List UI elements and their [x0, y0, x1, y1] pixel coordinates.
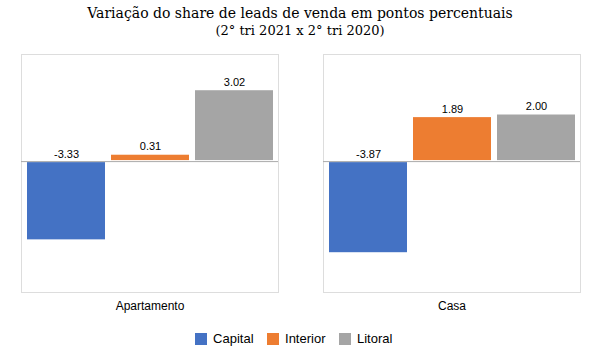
html-text:(2° tri 2021 x 2° tri 2020): (2° tri 2021 x 2° tri 2020) [215, 23, 385, 38]
svg-text:2.00: 2.00 [526, 100, 547, 112]
svg-text:0.31: 0.31 [140, 140, 161, 152]
html-text:Interior: Interior [285, 331, 326, 346]
svg-text:-3.33: -3.33 [54, 148, 79, 160]
html-text:Capital: Capital [213, 331, 254, 346]
html-text:Litoral: Litoral [357, 331, 393, 346]
svg-text:3.02: 3.02 [224, 76, 245, 88]
svg-text:Apartamento: Apartamento [116, 299, 185, 313]
svg-text:1.89: 1.89 [442, 103, 463, 115]
html-text:Variação do share de leads de: Variação do share de leads de venda em p… [87, 5, 513, 21]
svg-text:-3.87: -3.87 [356, 148, 381, 160]
svg-text:Casa: Casa [438, 299, 466, 313]
